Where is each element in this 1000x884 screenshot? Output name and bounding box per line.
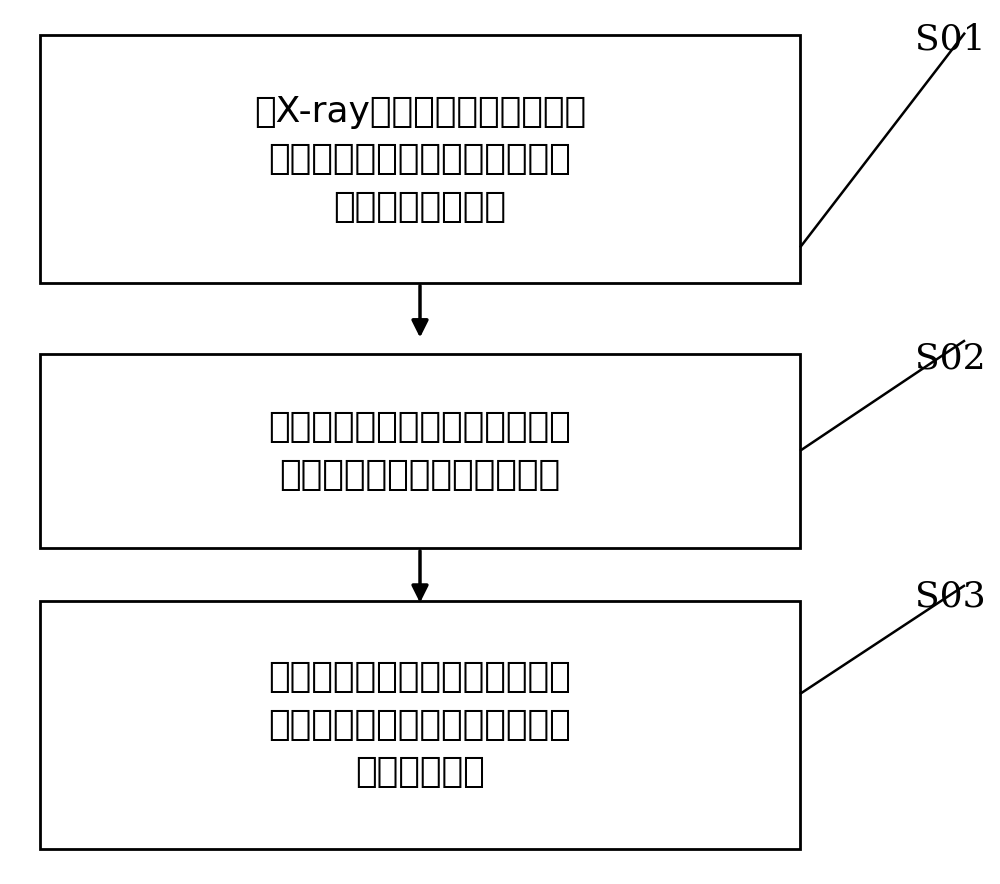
Text: S02: S02 <box>915 341 986 375</box>
Bar <box>40 354 800 548</box>
Text: 对X-ray图像进行分割定位处理
，获得股骨近端区域的定位框图
像和掩码分割图像: 对X-ray图像进行分割定位处理 ，获得股骨近端区域的定位框图 像和掩码分割图像 <box>254 95 586 224</box>
Text: 将骨折图像中的定位框图像和掩
码分割图像输入分型网络，获得
骨折分型结果: 将骨折图像中的定位框图像和掩 码分割图像输入分型网络，获得 骨折分型结果 <box>269 660 571 789</box>
Bar <box>40 601 800 849</box>
Text: 根据定位框图像和掩码分割图像
进行筛选处理，获得骨折图像: 根据定位框图像和掩码分割图像 进行筛选处理，获得骨折图像 <box>269 410 571 492</box>
Text: S03: S03 <box>915 580 986 613</box>
Text: S01: S01 <box>915 23 986 57</box>
Bar <box>40 35 800 283</box>
